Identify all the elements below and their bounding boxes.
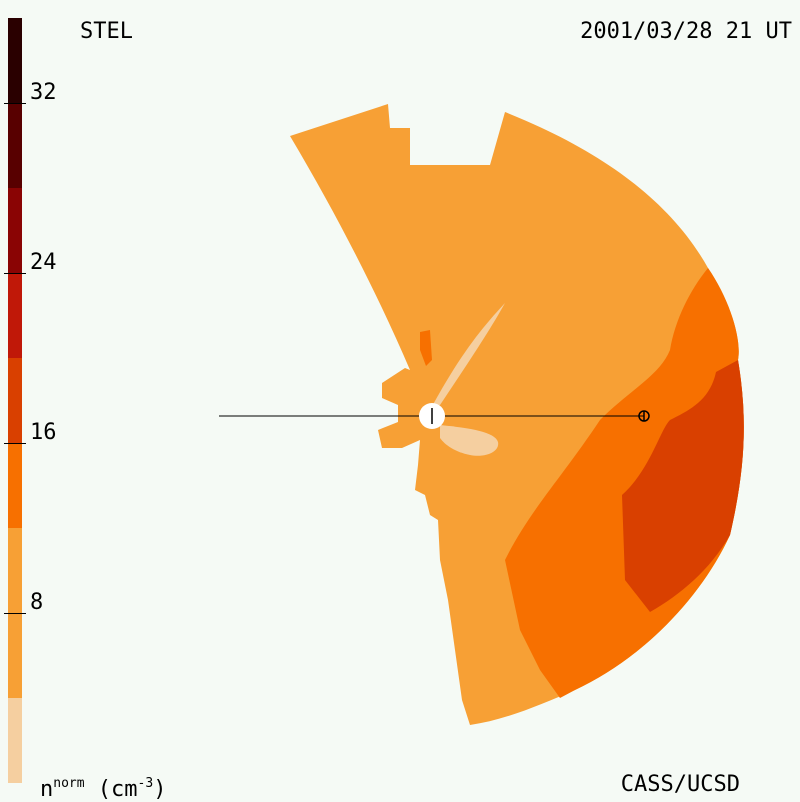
colorbar-segment	[8, 698, 22, 783]
density-light-blob	[440, 425, 499, 456]
colorbar	[8, 18, 22, 783]
units-base: n	[40, 777, 54, 802]
station-label: STEL	[80, 19, 133, 44]
units-label: nnorm (cm-3)	[40, 772, 166, 802]
density-small-blob	[420, 330, 432, 366]
colorbar-tick-label: 8	[30, 590, 44, 615]
colorbar-tick	[4, 103, 26, 104]
colorbar-segment	[8, 18, 22, 103]
density-mid-region	[505, 268, 744, 698]
units-superscript: norm	[53, 776, 85, 791]
colorbar-segment	[8, 188, 22, 273]
colorbar-segment	[8, 103, 22, 188]
colorbar-tick-label: 32	[30, 80, 57, 105]
colorbar-segment	[8, 273, 22, 358]
colorbar-segment	[8, 443, 22, 528]
colorbar-tick-label: 24	[30, 250, 57, 275]
units-open: (cm	[84, 777, 138, 802]
credit-label: CASS/UCSD	[620, 772, 740, 797]
colorbar-tick	[4, 443, 26, 444]
units-exponent: -3	[137, 776, 154, 791]
colorbar-segment	[8, 358, 22, 443]
colorbar-tick	[4, 273, 26, 274]
density-light-streak	[430, 303, 505, 410]
colorbar-tick	[4, 613, 26, 614]
timestamp-label: 2001/03/28 21 UT	[580, 19, 792, 44]
density-high-region	[622, 360, 744, 612]
colorbar-tick-label: 16	[30, 420, 57, 445]
units-close: )	[153, 777, 167, 802]
